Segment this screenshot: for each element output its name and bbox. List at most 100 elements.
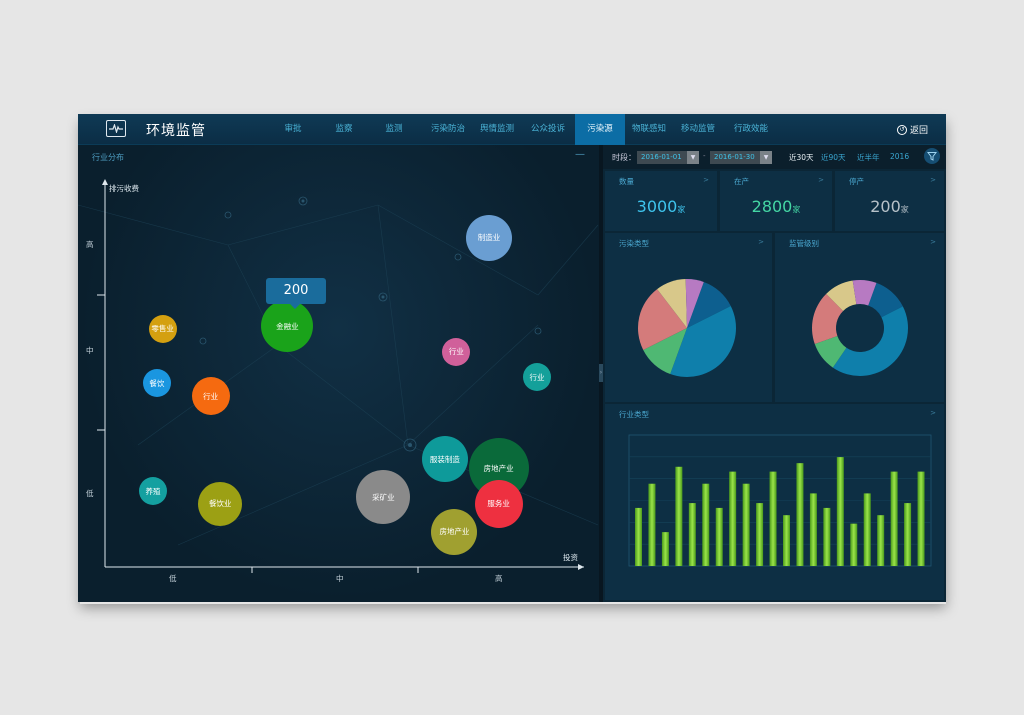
industry-bar-10[interactable] <box>769 471 777 566</box>
supervision-level-title: 监管级别 <box>789 239 819 248</box>
industry-bar-2[interactable] <box>661 532 669 566</box>
stat-arrow-icon[interactable]: > <box>818 176 824 184</box>
stat-label: 数量 <box>619 177 634 186</box>
pollution-type-slice-4[interactable] <box>657 279 687 328</box>
industry-bar-16[interactable] <box>850 523 858 566</box>
industry-bar-0[interactable] <box>635 507 642 566</box>
bubble-point[interactable]: 餐饮 <box>142 369 171 398</box>
industry-bar-4[interactable] <box>688 503 696 566</box>
minimize-button[interactable]: — <box>575 149 585 160</box>
start-date-dropdown-icon[interactable]: ▼ <box>687 151 699 164</box>
pollution-type-slice-5[interactable] <box>685 279 704 328</box>
bubble-point[interactable]: 制造业 <box>466 214 512 261</box>
supervision-level-arrow-icon[interactable]: > <box>930 238 936 246</box>
pollution-type-title: 污染类型 <box>619 239 649 248</box>
industry-bar-5[interactable] <box>702 483 710 566</box>
pollution-type-pie-chart <box>638 279 736 377</box>
nav-item-3[interactable]: 污染防治 <box>430 124 465 134</box>
nav-item-0[interactable]: 审批 <box>284 124 302 134</box>
stat-value-wrap: 200家 <box>835 197 944 216</box>
bubble-point[interactable]: 行业 <box>523 363 551 391</box>
bubble-point[interactable]: 餐饮业 <box>198 481 243 526</box>
nav-item-2[interactable]: 监测 <box>385 124 403 134</box>
industry-bar-19[interactable] <box>890 471 898 566</box>
quick-range-1[interactable]: 近90天 <box>821 153 846 162</box>
end-date-dropdown-icon[interactable]: ▼ <box>760 151 772 164</box>
bubble-point[interactable]: 采矿业 <box>356 470 411 525</box>
nav-item-8[interactable]: 移动监管 <box>680 124 715 134</box>
industry-bar-8[interactable] <box>742 483 750 566</box>
tooltip-value: 200 <box>283 283 309 298</box>
scatter-axes <box>97 179 584 573</box>
pollution-type-slice-1[interactable] <box>670 305 736 377</box>
stat-card-1: 在产 >2800家 <box>720 171 832 231</box>
top-bar: 环境监管 审批 监察 监测 污染防治 舆情监测 公众投诉 污染源 物联感知 移动监管 行政效能 ↺… <box>78 114 946 145</box>
nav-item-9[interactable]: 行政效能 <box>733 124 768 134</box>
quick-range-0[interactable]: 近30天 <box>789 153 814 162</box>
y-tick-label: 高 <box>86 240 94 249</box>
stat-card-0: 数量 >3000家 <box>605 171 717 231</box>
bubble-point[interactable]: 服务业 <box>474 479 523 528</box>
bubble-tooltip: 200 <box>266 278 326 309</box>
start-date-input[interactable]: 2016-01-01 <box>637 151 699 164</box>
industry-bar-7[interactable] <box>729 471 737 566</box>
industry-bar-6[interactable] <box>715 507 723 566</box>
industry-bar-13[interactable] <box>809 493 817 566</box>
collapse-handle[interactable]: › <box>599 364 603 382</box>
industry-bar-3[interactable] <box>675 466 683 566</box>
industry-bar-11[interactable] <box>783 515 790 566</box>
pulse-monitor-icon <box>106 120 126 137</box>
industry-bar-15[interactable] <box>836 457 844 566</box>
stat-value: 2800 <box>751 197 793 216</box>
pollution-type-slice-2[interactable] <box>643 328 687 375</box>
filter-funnel-icon[interactable] <box>924 148 940 164</box>
industry-bar-12[interactable] <box>796 463 804 566</box>
bubble-point[interactable]: 房地产业 <box>431 508 478 555</box>
supervision-level-slice-4[interactable] <box>826 280 857 311</box>
supervision-level-card: 监管级别 > <box>775 233 944 402</box>
stat-unit: 家 <box>900 205 909 214</box>
quick-range-2[interactable]: 近半年 <box>857 153 880 162</box>
industry-bar-17[interactable] <box>863 493 871 566</box>
pollution-source-panel: 时段： 2016-01-01 ▼ - 2016-01-30 ▼ 近30天 近90天… <box>603 145 946 602</box>
stat-arrow-icon[interactable]: > <box>703 176 709 184</box>
back-icon: ↺ <box>896 124 907 135</box>
supervision-level-slice-0[interactable] <box>868 282 903 318</box>
bubble-point[interactable]: 行业 <box>191 377 230 415</box>
nav-item-6[interactable]: 污染源 <box>575 114 625 145</box>
industry-bar-20[interactable] <box>904 503 912 566</box>
x-tick-label: 中 <box>336 574 344 583</box>
nav-item-7[interactable]: 物联感知 <box>631 124 666 134</box>
nav-item-1[interactable]: 监察 <box>335 124 353 134</box>
industry-bar-14[interactable] <box>823 507 831 566</box>
nav-item-4[interactable]: 舆情监测 <box>479 124 514 134</box>
pollution-type-arrow-icon[interactable]: > <box>758 238 764 246</box>
pollution-type-slice-0[interactable] <box>687 281 731 328</box>
bubble-point[interactable]: 金融业 <box>261 300 314 353</box>
nav-item-5[interactable]: 公众投诉 <box>530 124 565 134</box>
industry-bar-1[interactable] <box>648 483 656 566</box>
industry-type-title: 行业类型 <box>619 410 649 419</box>
bubble-point[interactable]: 零售业 <box>148 314 177 343</box>
bubble-point[interactable]: 行业 <box>442 337 471 366</box>
bubble-point[interactable]: 养殖 <box>139 477 167 505</box>
stat-value-wrap: 3000家 <box>605 197 717 216</box>
x-tick-label: 低 <box>169 574 177 583</box>
industry-bar-9[interactable] <box>756 503 764 566</box>
industry-bar-18[interactable] <box>877 515 885 566</box>
supervision-level-slice-3[interactable] <box>812 293 844 345</box>
quick-range-3[interactable]: 2016 <box>890 152 910 161</box>
end-date-input[interactable]: 2016-01-30 <box>710 151 772 164</box>
supervision-level-slice-5[interactable] <box>852 280 877 306</box>
supervision-level-slice-1[interactable] <box>832 306 908 376</box>
stat-arrow-icon[interactable]: > <box>930 176 936 184</box>
pollution-type-card: 污染类型 > <box>605 233 772 402</box>
back-button[interactable]: ↺ 返回 <box>896 123 928 136</box>
bubble-point[interactable]: 服装制造 <box>421 436 468 483</box>
stat-label: 停产 <box>849 177 864 186</box>
stat-value: 3000 <box>636 197 678 216</box>
supervision-level-slice-2[interactable] <box>814 336 847 368</box>
industry-bar-21[interactable] <box>917 471 925 566</box>
industry-type-arrow-icon[interactable]: > <box>930 409 936 417</box>
pollution-type-slice-3[interactable] <box>638 289 687 351</box>
